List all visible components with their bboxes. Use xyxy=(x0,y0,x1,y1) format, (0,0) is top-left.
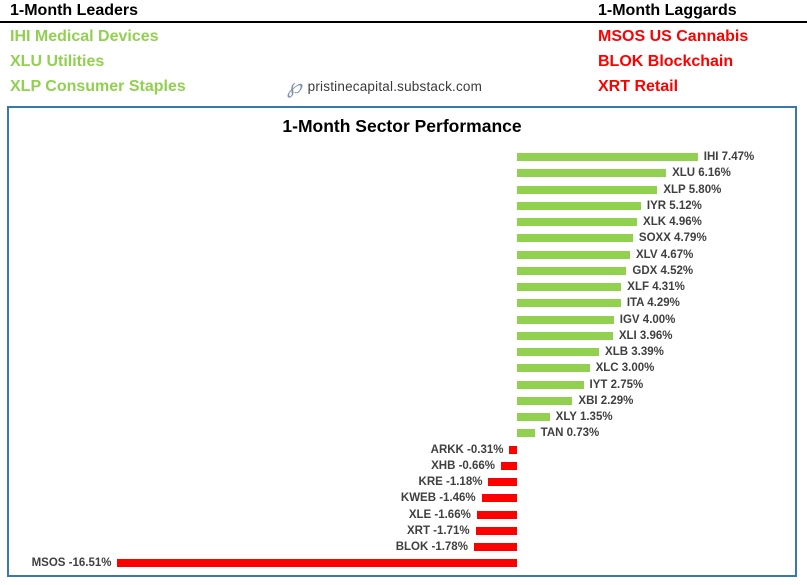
bar-label-xlb: XLB 3.39% xyxy=(605,346,664,358)
bar-label-xle: XLE -1.66% xyxy=(408,508,471,521)
bar-label-gdx: GDX 4.52% xyxy=(632,264,694,277)
bar-xlu xyxy=(517,169,667,178)
bar-label-xlf: XLF 4.31% xyxy=(627,281,685,293)
laggard-item: BLOK Blockchain xyxy=(598,53,734,70)
watermark-url: pristinecapital.substack.com xyxy=(307,78,483,94)
leader-item: XLU Utilities xyxy=(10,53,105,70)
bar-xlb xyxy=(517,348,600,357)
bar-soxx xyxy=(517,234,633,243)
bar-msos xyxy=(117,559,517,568)
bar-label-xlc: XLC 3.00% xyxy=(595,362,655,375)
bar-arkk xyxy=(509,445,517,454)
bar-label-kweb: KWEB -1.46% xyxy=(400,492,476,505)
bar-label-iyt: IYT 2.75% xyxy=(589,378,644,391)
bar-xlf xyxy=(517,283,622,292)
bar-label-xlk: XLK 4.96% xyxy=(643,216,702,228)
bar-xlk xyxy=(517,218,638,227)
header-divider xyxy=(0,21,807,23)
bar-label-xli: XLI 3.96% xyxy=(618,329,673,342)
bar-iyt xyxy=(517,380,584,389)
bar-label-xhb: XHB -0.66% xyxy=(431,459,496,472)
bar-xli xyxy=(517,331,613,340)
bar-label-ita: ITA 4.29% xyxy=(626,297,680,310)
bar-blok xyxy=(473,543,517,552)
laggard-item: MSOS US Cannabis xyxy=(598,28,749,45)
bar-gdx xyxy=(517,266,627,275)
bar-xlp xyxy=(517,185,658,194)
bar-label-xlp: XLP 5.80% xyxy=(663,183,722,196)
bar-label-msos: MSOS -16.51% xyxy=(31,557,112,570)
laggards-list: MSOS US Cannabis BLOK Blockchain XRT Ret… xyxy=(598,24,748,99)
bar-xle xyxy=(476,510,517,519)
chart-title: 1-Month Sector Performance xyxy=(282,116,522,136)
bar-xrt xyxy=(475,526,517,535)
script-p-logo-icon: ℘ xyxy=(287,74,302,98)
bar-label-igv: IGV 4.00% xyxy=(619,313,676,326)
bar-label-arkk: ARKK -0.31% xyxy=(430,443,504,456)
watermark: ℘ pristinecapital.substack.com xyxy=(287,74,482,98)
bar-kweb xyxy=(481,494,517,503)
bar-label-xly: XLY 1.35% xyxy=(555,411,613,423)
laggards-title: 1-Month Laggards xyxy=(598,2,737,19)
leaders-title: 1-Month Leaders xyxy=(10,2,139,19)
bar-label-iyr: IYR 5.12% xyxy=(646,199,702,212)
leaders-list: IHI Medical Devices XLU Utilities XLP Co… xyxy=(10,24,186,99)
laggard-item: XRT Retail xyxy=(598,78,679,95)
bar-label-blok: BLOK -1.78% xyxy=(395,541,468,553)
bar-tan xyxy=(517,429,535,438)
bar-xlc xyxy=(517,364,590,373)
bar-xbi xyxy=(517,396,573,405)
sector-performance-chart: 1-Month Sector Performance IHI 7.47% XLU … xyxy=(7,106,797,577)
bar-xhb xyxy=(501,461,517,470)
bar-label-kre: KRE -1.18% xyxy=(418,476,483,488)
bar-label-xbi: XBI 2.29% xyxy=(578,394,634,407)
plot-area: IHI 7.47% XLU 6.16% XLP 5.80% IYR 5.12% XLK … xyxy=(9,108,795,575)
bar-label-tan: TAN 0.73% xyxy=(540,427,600,440)
bar-label-xlu: XLU 6.16% xyxy=(672,167,731,180)
bar-iyr xyxy=(517,201,641,210)
bar-ita xyxy=(517,299,621,308)
bar-label-xrt: XRT -1.71% xyxy=(406,524,470,537)
bar-label-xlv: XLV 4.67% xyxy=(636,248,694,261)
bar-label-ihi: IHI 7.47% xyxy=(703,151,755,163)
leader-item: XLP Consumer Staples xyxy=(10,78,186,95)
bar-igv xyxy=(517,315,614,324)
bar-label-soxx: SOXX 4.79% xyxy=(638,232,707,245)
bar-xly xyxy=(517,413,550,422)
bar-kre xyxy=(488,478,517,487)
leader-item: IHI Medical Devices xyxy=(10,28,159,45)
bar-xlv xyxy=(517,250,630,259)
bar-ihi xyxy=(517,153,698,162)
